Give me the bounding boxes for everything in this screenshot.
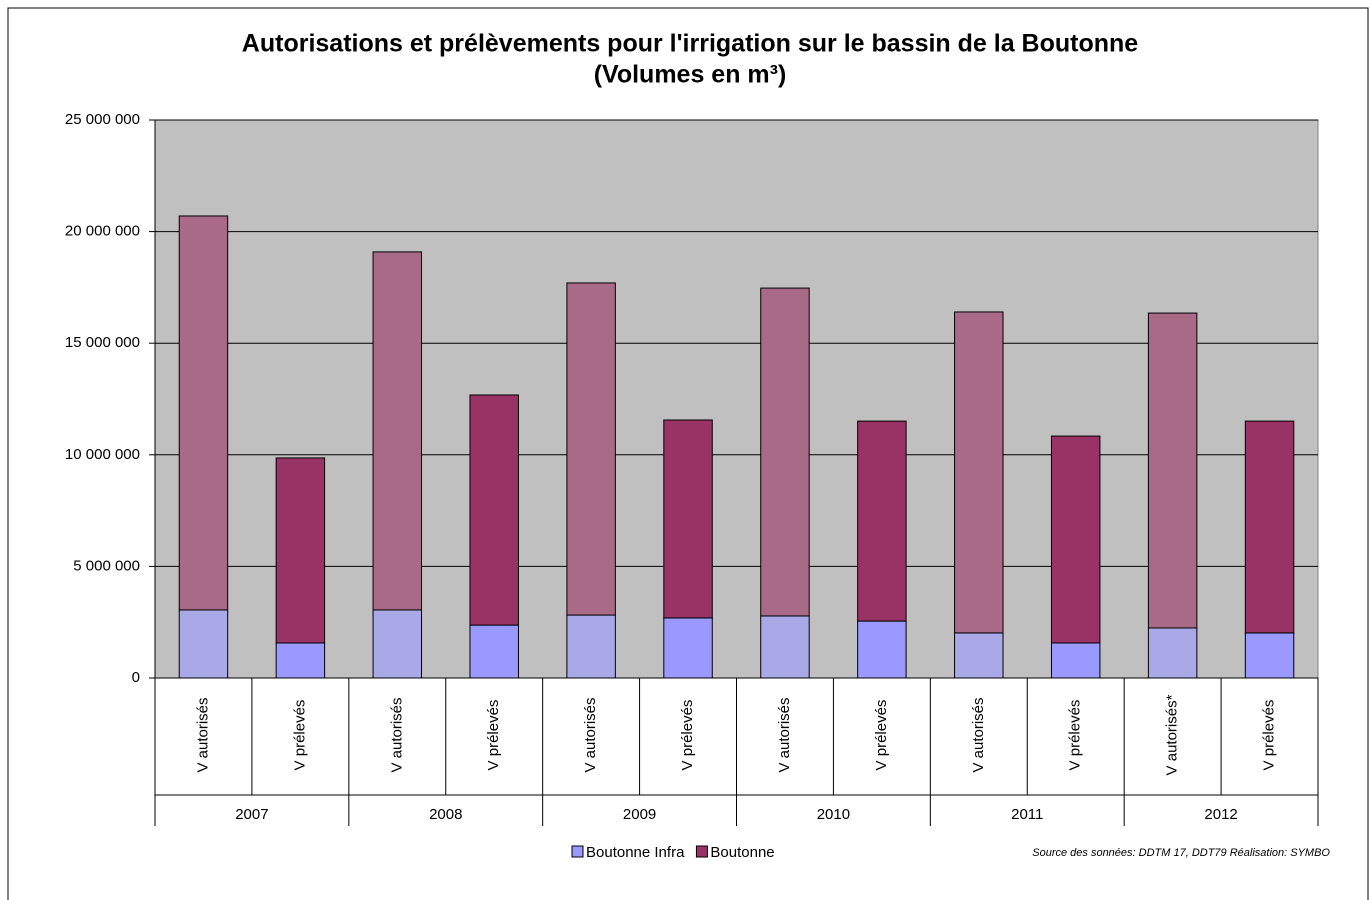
- bar-segment: [469, 624, 519, 679]
- bar-segment: [469, 394, 519, 626]
- x-tick-label: V prélevés: [679, 700, 696, 771]
- bar-segment: [760, 287, 810, 617]
- bar-segment: [1050, 435, 1101, 644]
- group-label: 2010: [817, 806, 850, 823]
- source-note: Source des sonnées: DDTM 17, DDT79 Réali…: [1032, 847, 1330, 859]
- x-tick-label: V autorisés: [776, 697, 793, 772]
- legend-swatch: [695, 845, 708, 858]
- bar-segment: [1244, 420, 1295, 634]
- bar-segment: [566, 282, 616, 616]
- group-label: 2007: [235, 806, 268, 823]
- y-tick-label: 0: [132, 669, 140, 686]
- x-tick-label: V autorisés: [194, 697, 211, 772]
- legend-label: Boutonne: [710, 844, 774, 861]
- bar-segment: [857, 420, 907, 622]
- group-label: 2011: [1011, 806, 1043, 823]
- x-tick-label: V prélevés: [1261, 700, 1278, 771]
- chart-subtitle: (Volumes en m³): [594, 61, 787, 89]
- y-tick-label: 25 000 000: [65, 111, 140, 128]
- bar-segment: [663, 419, 713, 619]
- legend-swatch: [571, 845, 584, 858]
- bar-segment: [857, 620, 907, 679]
- bar-segment: [1147, 627, 1198, 679]
- bar-segment: [663, 617, 713, 679]
- bar-segment: [372, 251, 423, 611]
- x-tick-label: V autorisés*: [1164, 694, 1181, 775]
- y-tick-label: 20 000 000: [65, 223, 140, 240]
- bar-segment: [178, 215, 229, 611]
- bar-segment: [178, 609, 229, 679]
- x-tick-label: V prélevés: [1067, 700, 1084, 771]
- y-tick-label: 15 000 000: [65, 334, 140, 351]
- bar-segment: [566, 614, 616, 679]
- bar-segment: [275, 642, 326, 679]
- group-label: 2009: [623, 806, 656, 823]
- bar-segment: [275, 457, 326, 644]
- bar-segment: [1244, 632, 1295, 679]
- x-tick-label: V autorisés: [970, 697, 987, 772]
- bar-segment: [1147, 312, 1198, 629]
- group-label: 2012: [1204, 806, 1237, 823]
- bar-segment: [760, 615, 810, 679]
- bar-segment: [1050, 642, 1101, 679]
- x-tick-label: V prélevés: [291, 700, 308, 771]
- y-tick-label: 10 000 000: [65, 446, 140, 463]
- chart-title: Autorisations et prélèvements pour l'irr…: [242, 30, 1138, 58]
- x-tick-label: V prélevés: [873, 700, 890, 771]
- bar-segment: [954, 311, 1004, 634]
- bar-segment: [372, 609, 423, 679]
- x-tick-label: V autorisés: [582, 697, 599, 772]
- group-label: 2008: [429, 806, 462, 823]
- x-tick-label: V autorisés: [388, 697, 405, 772]
- bar-segment: [954, 632, 1004, 679]
- y-tick-label: 5 000 000: [73, 557, 140, 574]
- x-tick-label: V prélevés: [485, 700, 502, 771]
- legend-label: Boutonne Infra: [586, 844, 685, 861]
- plot-area: [154, 119, 1319, 679]
